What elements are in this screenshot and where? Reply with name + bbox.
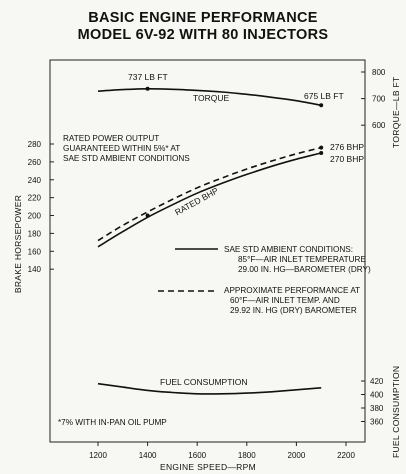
legend-dashed-line-3: 29.92 IN. HG (DRY) BAROMETER	[230, 306, 357, 315]
bhp-tick-label: 200	[28, 212, 42, 221]
x-tick-label: 2000	[288, 451, 306, 460]
torque-end-label: 675 LB FT	[304, 91, 344, 101]
bhp-tick-label: 220	[28, 194, 42, 203]
bhp-tick-label: 280	[28, 140, 42, 149]
fuel-series-label: FUEL CONSUMPTION	[160, 377, 248, 387]
bhp-1400-marker	[145, 213, 150, 218]
bhp-tick-label: 140	[28, 265, 42, 274]
bhp-tick-label: 260	[28, 158, 42, 167]
bhp-270-label: 270 BHP	[330, 154, 364, 164]
x-tick-label: 1600	[188, 451, 206, 460]
x-axis-title: ENGINE SPEED—RPM	[160, 462, 256, 472]
torque-tick-label: 700	[372, 95, 386, 104]
fuel-axis-ticks: 360 380 400 420	[361, 377, 384, 427]
legend-solid-line-2: 85°F—AIR INLET TEMPERATURE	[238, 255, 366, 264]
footnote: *7% WITH IN-PAN OIL PUMP	[58, 418, 167, 427]
legend-dashed-line-2: 60°F—AIR INLET TEMP. AND	[230, 296, 340, 305]
rated-note-line-1: RATED POWER OUTPUT	[63, 134, 159, 143]
x-tick-label: 1200	[89, 451, 107, 460]
legend-solid-line-3: 29.00 IN. HG—BAROMETER (DRY)	[238, 265, 371, 274]
rated-power-note: RATED POWER OUTPUT GUARANTEED WITHIN 5%*…	[63, 134, 190, 163]
series-line-fuel	[97, 382, 322, 395]
torque-tick-label: 600	[372, 121, 386, 130]
fuel-tick-label: 360	[370, 418, 384, 427]
torque-end-marker	[319, 103, 324, 108]
x-axis-ticks: 1200 1400 1600 1800 2000 2200	[89, 442, 355, 460]
torque-series-label: TORQUE	[193, 93, 230, 103]
bhp-276-label: 276 BHP	[330, 142, 364, 152]
bhp-270-marker	[319, 150, 324, 155]
fuel-tick-label: 400	[370, 391, 384, 400]
legend: SAE STD AMBIENT CONDITIONS: 85°F—AIR INL…	[158, 245, 371, 315]
series-lines	[97, 86, 324, 395]
torque-peak-marker	[145, 86, 150, 91]
fuel-axis-title: FUEL CONSUMPTION	[391, 366, 401, 458]
torque-axis-ticks: 600 700 800	[361, 68, 386, 130]
torque-tick-label: 800	[372, 68, 386, 77]
torque-axis-title: TORQUE—LB FT	[391, 77, 401, 148]
y-axis-title: BRAKE HORSEPOWER	[13, 195, 23, 293]
series-line-bhp-dashed	[97, 146, 322, 242]
series-line-torque	[97, 87, 322, 107]
legend-solid-line-1: SAE STD AMBIENT CONDITIONS:	[224, 245, 353, 254]
x-tick-label: 1800	[238, 451, 256, 460]
bhp-axis-ticks: 140 160 180 200 220 240 260 280	[28, 140, 54, 274]
chart-title: BASIC ENGINE PERFORMANCE	[88, 10, 318, 26]
series-line-bhp	[97, 152, 322, 248]
x-tick-label: 1400	[139, 451, 157, 460]
bhp-tick-label: 160	[28, 247, 42, 256]
bhp-tick-label: 180	[28, 229, 42, 238]
x-tick-label: 2200	[337, 451, 355, 460]
bhp-276-marker	[319, 145, 324, 150]
chart-subtitle: MODEL 6V-92 WITH 80 INJECTORS	[78, 27, 329, 43]
bhp-tick-label: 240	[28, 176, 42, 185]
fuel-tick-label: 380	[370, 404, 384, 413]
legend-dashed-line-1: APPROXIMATE PERFORMANCE AT	[224, 286, 360, 295]
fuel-tick-label: 420	[370, 377, 384, 386]
torque-peak-label: 737 LB FT	[128, 72, 168, 82]
rated-note-line-2: GUARANTEED WITHIN 5%* AT	[63, 144, 180, 153]
rated-note-line-3: SAE STD AMBIENT CONDITIONS	[63, 154, 190, 163]
